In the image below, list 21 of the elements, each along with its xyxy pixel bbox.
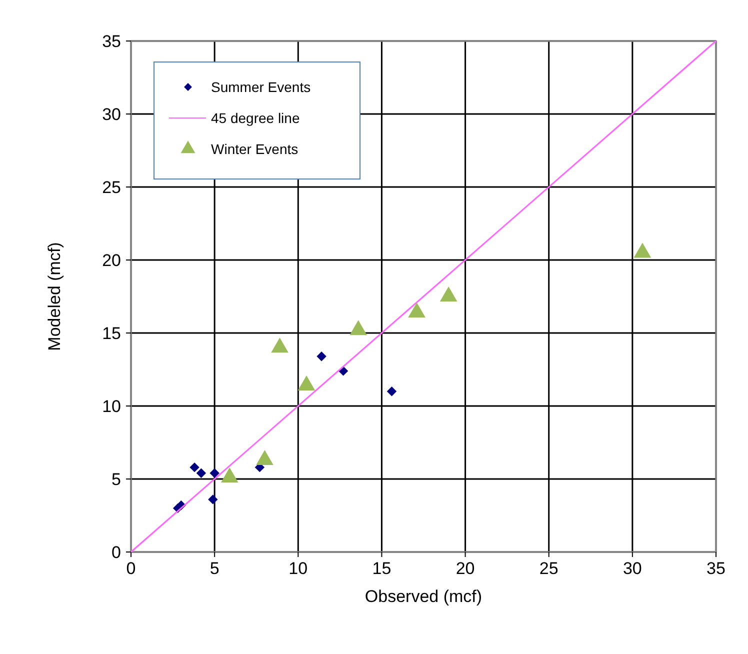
y-tick-label: 20 — [102, 251, 121, 270]
x-tick-label: 20 — [456, 559, 475, 578]
y-tick-label: 5 — [112, 470, 121, 489]
x-tick-label: 35 — [706, 559, 726, 578]
x-tick-label: 10 — [288, 559, 308, 578]
legend-label: Summer Events — [211, 79, 311, 95]
y-tick-label: 15 — [102, 324, 121, 343]
x-tick-label: 15 — [372, 559, 392, 578]
y-axis-title: Modeled (mcf) — [45, 242, 64, 351]
x-tick-label: 0 — [126, 559, 136, 578]
y-tick-label: 0 — [112, 543, 121, 562]
legend-label: 45 degree line — [211, 110, 300, 126]
y-tick-label: 35 — [102, 32, 121, 51]
x-tick-label: 5 — [210, 559, 220, 578]
x-tick-label: 25 — [539, 559, 558, 578]
legend-label: Winter Events — [211, 141, 298, 157]
x-tick-label: 30 — [622, 559, 642, 578]
y-tick-label: 10 — [102, 397, 121, 416]
x-axis-title: Observed (mcf) — [364, 587, 482, 606]
y-tick-label: 30 — [102, 105, 121, 124]
y-tick-label: 25 — [102, 178, 121, 197]
